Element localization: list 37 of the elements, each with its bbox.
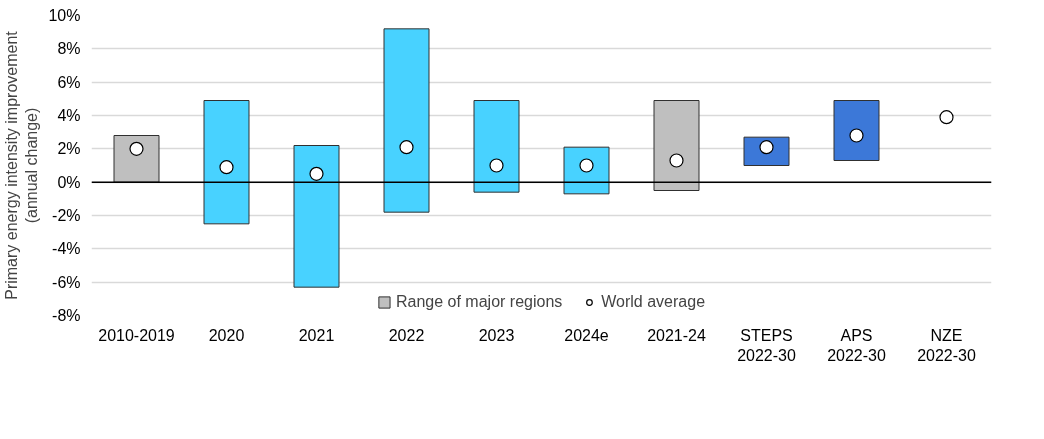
bar	[473, 100, 520, 193]
x-tick-label: 2024e	[564, 326, 609, 344]
x-tick-label: NZE 2022-30	[917, 326, 976, 364]
x-tick-label: APS 2022-30	[827, 326, 886, 364]
y-tick-label: -2%	[52, 207, 81, 224]
point	[309, 166, 324, 181]
y-tick-label: 4%	[57, 107, 81, 124]
bar	[383, 28, 430, 213]
x-tick-label: 2021-24	[647, 326, 706, 344]
point	[219, 160, 234, 175]
x-tick-label: 2021	[298, 326, 335, 344]
y-tick-label: 6%	[57, 73, 81, 91]
y-tick-label: 10%	[48, 7, 81, 24]
y-tick-label: -8%	[52, 307, 81, 324]
point	[939, 110, 954, 125]
legend-label: Range of major regions	[395, 293, 563, 311]
y-tick-label: -6%	[52, 273, 81, 291]
y-tick-label: -4%	[52, 240, 81, 258]
bar	[653, 100, 700, 191]
point	[489, 158, 504, 173]
x-tick-label: 2022	[388, 326, 425, 344]
y-tick-label: 0%	[57, 173, 81, 191]
point	[849, 128, 864, 143]
x-tick-label: 2023	[478, 326, 515, 344]
point	[399, 140, 414, 155]
y-tick-label: 2%	[57, 140, 81, 158]
point	[129, 141, 144, 156]
x-tick-label: 2010-2019	[98, 326, 175, 344]
point	[669, 153, 684, 168]
y-axis-title: Primary energy intensity improvement (annual change)	[3, 30, 41, 300]
bar	[833, 100, 880, 161]
bar	[203, 100, 250, 225]
x-tick-label: STEPS 2022-30	[737, 326, 796, 364]
bar	[293, 145, 340, 288]
y-tick-label: 8%	[57, 40, 81, 58]
legend-label: World average	[601, 293, 706, 311]
x-tick-label: 2020	[208, 326, 245, 344]
